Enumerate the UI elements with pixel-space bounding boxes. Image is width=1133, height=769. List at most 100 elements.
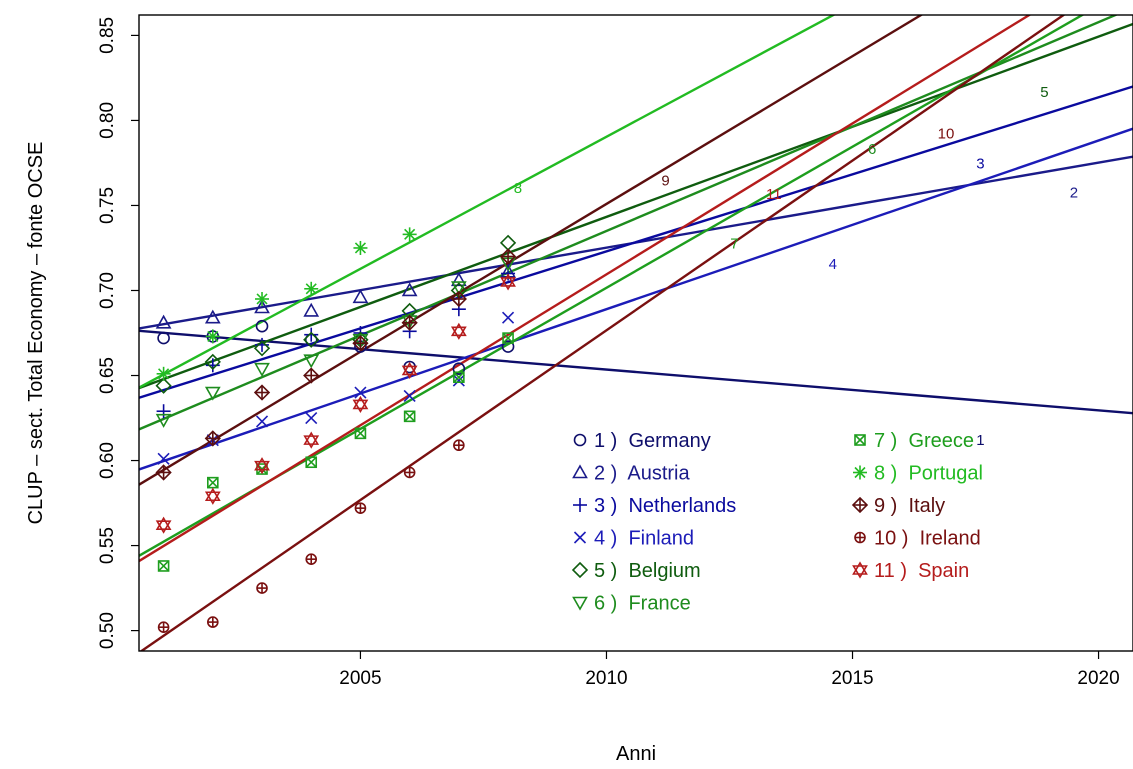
data-point-belgium (204, 353, 221, 371)
y-axis: 0.50 0.55 0.60 0.65 0.70 0.75 0.80 0.85 (97, 17, 139, 649)
regression-line-italy (139, 15, 924, 486)
x-axis-label: Anni (616, 743, 656, 765)
x-tick-label: 2005 (339, 668, 381, 689)
legend-marker-spain (852, 561, 868, 579)
data-point-austria (303, 302, 320, 317)
data-point-belgium (155, 377, 172, 394)
data-point-portugal (304, 281, 319, 296)
legend-label: 1 ) Germany (594, 430, 711, 452)
data-point-germany (452, 362, 466, 376)
data-point-italy (155, 464, 172, 481)
regression-line-belgium (139, 22, 1133, 390)
data-point-italy (253, 384, 271, 401)
y-tick-label: 0.55 (97, 527, 118, 564)
data-point-portugal (402, 227, 417, 242)
y-tick-label: 0.60 (97, 442, 118, 479)
legend-marker-france (572, 596, 588, 611)
data-point-finland (452, 374, 465, 387)
y-tick-label: 0.70 (97, 272, 118, 309)
data-point-ireland (256, 582, 268, 594)
legend-marker-portugal (853, 465, 867, 480)
line-labels: 1 2 3 4 5 6 7 8 9 10 11 (514, 84, 1078, 449)
legend-marker-ireland (854, 531, 866, 544)
line-label-spain: 11 (766, 186, 782, 203)
data-point-france (254, 362, 270, 377)
line-label-greece: 7 (730, 235, 738, 252)
data-point-belgium (303, 331, 320, 348)
data-point-portugal (353, 240, 368, 255)
y-tick-label: 0.65 (97, 357, 118, 394)
legend-label: 7 ) Greece (874, 430, 974, 452)
line-label-netherlands: 3 (976, 155, 984, 172)
legend-marker-finland (573, 531, 587, 544)
data-point-ireland (403, 466, 416, 479)
y-tick-label: 0.85 (97, 17, 118, 54)
legend-item-ireland: 10 ) Ireland (854, 528, 981, 550)
data-point-belgium (499, 234, 517, 252)
regression-line-germany (139, 329, 1133, 415)
legend-item-spain: 11 ) Spain (852, 560, 969, 582)
data-point-ireland (207, 616, 219, 628)
legend-marker-netherlands (573, 498, 587, 512)
data-point-italy (352, 335, 369, 352)
regression-line-portugal (139, 15, 836, 389)
legend-label: 9 ) Italy (874, 495, 945, 517)
legend-item-france: 6 ) France (572, 593, 691, 615)
data-point-spain (401, 361, 418, 379)
data-point-spain (303, 431, 320, 449)
regression-line-netherlands (139, 85, 1133, 399)
legend-marker-austria (572, 464, 588, 479)
data-point-finland (157, 452, 170, 465)
legend-item-portugal: 8 ) Portugal (853, 463, 983, 485)
line-label-austria: 2 (1070, 184, 1078, 201)
x-tick-label: 2015 (831, 668, 873, 689)
data-point-france (450, 281, 467, 296)
data-point-austria (155, 314, 172, 329)
legend-label: 3 ) Netherlands (594, 495, 736, 517)
regression-line-finland (139, 127, 1133, 471)
data-point-italy (204, 430, 221, 447)
legend-label: 10 ) Ireland (874, 528, 981, 550)
data-point-france (303, 354, 320, 369)
data-point-greece (207, 476, 219, 489)
legend-item-netherlands: 3 ) Netherlands (573, 495, 736, 517)
data-point-greece (305, 456, 318, 469)
legend-marker-italy (851, 496, 869, 514)
legend: 1 ) Germany 2 ) Austria 3 ) Netherlands 4 )… (571, 430, 983, 615)
data-point-portugal (205, 329, 220, 344)
data-point-germany (501, 340, 515, 353)
data-point-ireland (354, 502, 367, 514)
data-points (155, 227, 517, 633)
data-point-ireland (157, 621, 170, 633)
data-point-spain (254, 457, 270, 475)
data-point-finland (354, 386, 367, 399)
data-point-austria (254, 299, 270, 314)
legend-label: 6 ) France (594, 593, 691, 615)
legend-marker-greece (854, 434, 866, 446)
y-tick-label: 0.75 (97, 187, 118, 224)
y-tick-label: 0.80 (97, 102, 118, 139)
data-point-germany (255, 319, 269, 333)
data-point-ireland (305, 553, 318, 565)
data-point-germany (157, 331, 170, 345)
data-point-finland (403, 389, 416, 402)
line-label-finland: 4 (829, 256, 837, 273)
legend-label: 4 ) Finland (594, 528, 694, 550)
data-point-france (204, 386, 221, 401)
data-point-spain (204, 487, 221, 505)
data-point-netherlands (304, 327, 319, 342)
data-point-finland (305, 411, 318, 425)
x-axis: 2005 2010 2015 2020 (339, 651, 1120, 689)
data-point-portugal (156, 366, 171, 381)
data-point-greece (502, 332, 514, 344)
data-point-spain (500, 273, 516, 291)
y-tick-label: 0.50 (97, 612, 118, 649)
data-point-france (155, 413, 172, 428)
data-point-spain (155, 516, 172, 534)
line-label-italy: 9 (661, 172, 669, 189)
line-label-france: 6 (868, 141, 876, 158)
line-label-belgium: 5 (1040, 84, 1048, 101)
legend-label: 8 ) Portugal (874, 463, 983, 485)
data-point-austria (401, 282, 418, 297)
